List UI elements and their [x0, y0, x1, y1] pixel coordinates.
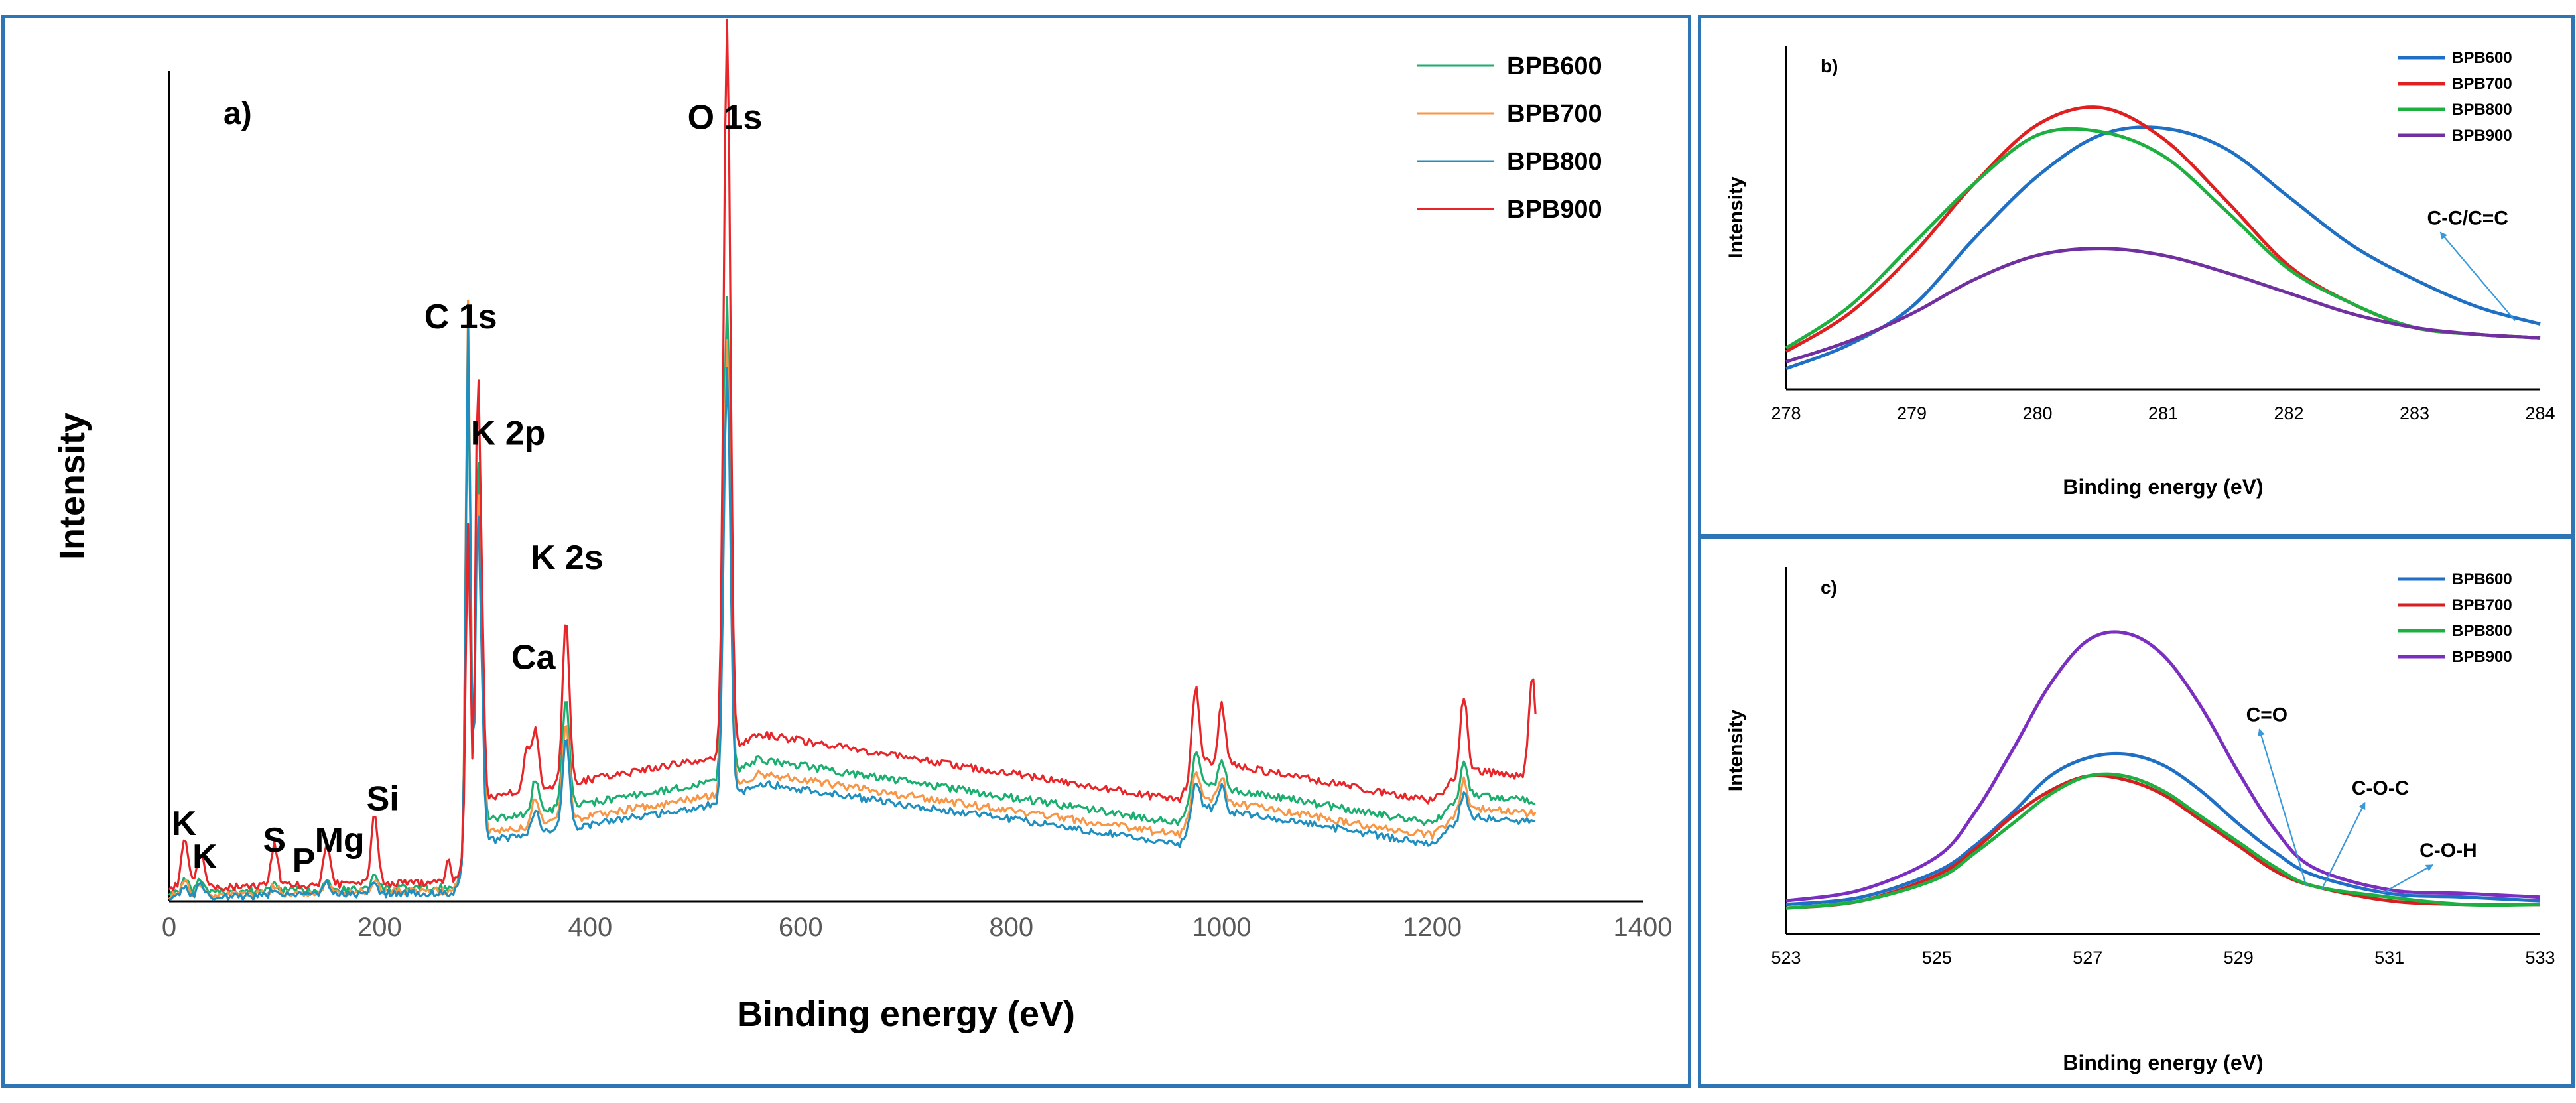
x-tick-label-281: 281	[2148, 403, 2178, 423]
panel-label: b)	[1821, 56, 1838, 76]
x-tick-label-800: 800	[989, 913, 1033, 942]
x-tick-label-531: 531	[2374, 948, 2404, 968]
x-tick-label-1000: 1000	[1192, 913, 1252, 942]
annotation-k-2p: K 2p	[471, 414, 546, 452]
annotation-p: P	[292, 842, 316, 880]
x-tick-label-282: 282	[2274, 403, 2303, 423]
legend-entry-bpb700: BPB700	[2452, 596, 2512, 614]
series-line-bpb800	[168, 324, 1536, 901]
x-tick-label-278: 278	[1771, 403, 1801, 423]
x-axis-label: Binding energy (eV)	[2063, 475, 2263, 499]
legend-entry-bpb900: BPB900	[2452, 648, 2512, 666]
y-axis-label: Intensity	[1725, 710, 1747, 792]
annotation-s: S	[263, 821, 286, 860]
annotation-arrow-c-o-h	[2381, 864, 2434, 895]
x-tick-label-200: 200	[357, 913, 402, 942]
chart-c-svg: 523 525 527 529 531 533 Binding energy (eV) Int…	[1725, 567, 2555, 1074]
annotation-arrow-c-o	[2258, 728, 2307, 887]
x-tick-label-283: 283	[2400, 403, 2429, 423]
annotation-c-o-c: C-O-C	[2352, 777, 2410, 799]
x-tick-label-1400: 1400	[1614, 913, 1673, 942]
legend-entry-bpb800: BPB800	[2452, 622, 2512, 640]
series-line-bpb600	[1785, 751, 2541, 907]
x-tick-label-525: 525	[1922, 948, 1952, 968]
x-tick-label-279: 279	[1897, 403, 1927, 423]
legend-entry-bpb800: BPB800	[1507, 148, 1602, 176]
annotation-k-2s: K 2s	[531, 539, 604, 577]
annotation-arrow-c-c-c-c	[2439, 231, 2516, 322]
annotation-arrow-c-o-c	[2321, 801, 2366, 891]
panel-label: c)	[1821, 577, 1837, 598]
series-line-bpb600	[1785, 125, 2541, 371]
series-line-bpb800	[1785, 772, 2540, 910]
legend-entry-bpb600: BPB600	[2452, 570, 2512, 588]
x-tick-label-1200: 1200	[1403, 913, 1462, 942]
legend-entry-bpb700: BPB700	[2452, 75, 2512, 93]
legend-entry-bpb700: BPB700	[1507, 100, 1602, 128]
series-line-bpb900	[168, 18, 1537, 892]
x-tick-label-529: 529	[2224, 948, 2254, 968]
x-tick-label-280: 280	[2022, 403, 2052, 423]
chart-b-svg: 278 279 280 281 282 283 284 Binding energy (eV)…	[1725, 46, 2555, 499]
legend-entry-bpb800: BPB800	[2452, 101, 2512, 119]
series-line-bpb700	[168, 299, 1537, 900]
legend-entry-bpb900: BPB900	[1507, 196, 1602, 224]
legend-entry-bpb600: BPB600	[2452, 49, 2512, 67]
panel-b-c1s-spectrum: 278 279 280 281 282 283 284 Binding energy (eV)…	[1698, 15, 2575, 537]
annotation-c-1s: C 1s	[424, 298, 497, 336]
annotation-ca: Ca	[511, 638, 556, 677]
chart-a-svg: 0 200 400 600 800 1000 1200 1400 Binding energy …	[52, 18, 1673, 1034]
series-line-bpb600	[168, 296, 1536, 896]
x-tick-label-523: 523	[1771, 948, 1801, 968]
series-line-bpb900	[1785, 630, 2541, 903]
x-tick-label-527: 527	[2073, 948, 2102, 968]
x-tick-label-0: 0	[162, 913, 176, 942]
annotation-o-1s: O 1s	[688, 99, 763, 137]
annotation-mg: Mg	[315, 821, 365, 860]
x-tick-label-284: 284	[2525, 403, 2555, 423]
legend-entry-bpb600: BPB600	[1507, 52, 1602, 80]
series-line-bpb900	[1785, 247, 2541, 363]
annotation-c-o: C=O	[2246, 704, 2288, 726]
annotation-si: Si	[367, 779, 399, 818]
x-tick-label-600: 600	[779, 913, 823, 942]
panel-a-survey-spectrum: 0 200 400 600 800 1000 1200 1400 Binding energy …	[1, 15, 1691, 1088]
x-axis-label: Binding energy (eV)	[737, 994, 1075, 1034]
panel-label: a)	[224, 96, 252, 131]
annotation-k: K	[192, 838, 218, 876]
panel-c-o1s-spectrum: 523 525 527 529 531 533 Binding energy (eV) Int…	[1698, 536, 2575, 1088]
x-tick-label-400: 400	[568, 913, 612, 942]
annotation-c-c-c-c: C-C/C=C	[2427, 207, 2508, 229]
annotation-k: K	[171, 805, 196, 843]
legend-entry-bpb900: BPB900	[2452, 127, 2512, 145]
annotation-c-o-h: C-O-H	[2419, 840, 2477, 862]
x-axis-label: Binding energy (eV)	[2063, 1051, 2263, 1074]
y-axis-label: Intensity	[52, 413, 92, 560]
y-axis-label: Intensity	[1725, 176, 1747, 259]
x-tick-label-533: 533	[2525, 948, 2555, 968]
series-line-bpb700	[1785, 773, 2540, 910]
